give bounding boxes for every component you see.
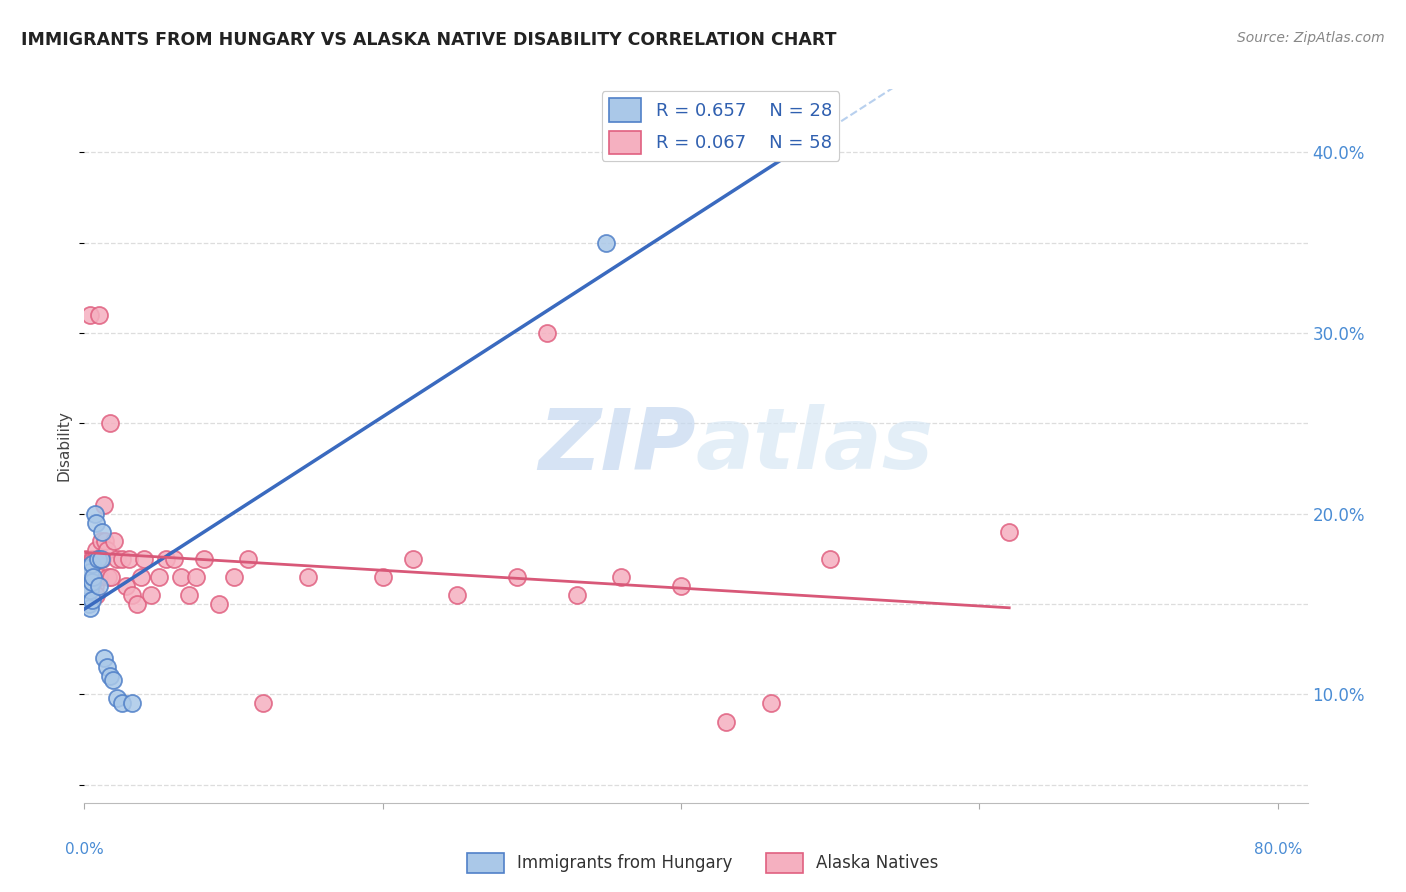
Point — [818, 552, 841, 566]
Legend: R = 0.657    N = 28, R = 0.067    N = 58: R = 0.657 N = 28, R = 0.067 N = 58 — [602, 91, 839, 161]
Point — [80, 558, 103, 572]
Point — [89, 308, 111, 322]
Point — [75, 561, 97, 575]
Point — [79, 565, 101, 579]
Point — [76, 561, 98, 575]
Point — [89, 579, 111, 593]
Point — [446, 588, 468, 602]
Y-axis label: Disability: Disability — [56, 410, 72, 482]
Point — [148, 570, 170, 584]
Point — [76, 570, 98, 584]
Point — [222, 570, 245, 584]
Text: atlas: atlas — [696, 404, 934, 488]
Point — [252, 697, 274, 711]
Point — [84, 542, 107, 557]
Point — [93, 498, 115, 512]
Point — [82, 552, 104, 566]
Point — [125, 597, 148, 611]
Text: 0.0%: 0.0% — [65, 842, 104, 856]
Point — [77, 579, 100, 593]
Point — [170, 570, 193, 584]
Point — [96, 660, 118, 674]
Point — [75, 552, 97, 566]
Point — [141, 588, 163, 602]
Point — [998, 524, 1021, 539]
Point — [103, 533, 125, 548]
Point — [297, 570, 319, 584]
Point — [111, 697, 134, 711]
Point — [84, 516, 107, 530]
Point — [669, 579, 692, 593]
Point — [401, 552, 423, 566]
Point — [565, 588, 588, 602]
Point — [80, 575, 103, 590]
Point — [536, 326, 558, 340]
Point — [94, 533, 117, 548]
Point — [595, 235, 617, 250]
Point — [207, 597, 229, 611]
Point — [91, 524, 114, 539]
Point — [371, 570, 394, 584]
Point — [193, 552, 215, 566]
Point — [87, 552, 110, 566]
Point — [80, 552, 103, 566]
Legend: Immigrants from Hungary, Alaska Natives: Immigrants from Hungary, Alaska Natives — [461, 847, 945, 880]
Point — [111, 552, 134, 566]
Point — [610, 570, 633, 584]
Point — [89, 570, 111, 584]
Point — [91, 552, 114, 566]
Point — [80, 593, 103, 607]
Point — [121, 588, 143, 602]
Point — [155, 552, 177, 566]
Point — [83, 579, 105, 593]
Point — [129, 570, 152, 584]
Point — [177, 588, 200, 602]
Point — [79, 582, 101, 597]
Point — [115, 579, 138, 593]
Point — [83, 552, 105, 566]
Point — [84, 588, 107, 602]
Point — [75, 579, 97, 593]
Point — [82, 570, 104, 584]
Point — [714, 714, 737, 729]
Point — [759, 697, 782, 711]
Point — [100, 570, 122, 584]
Point — [79, 308, 101, 322]
Point — [105, 691, 128, 706]
Point — [96, 542, 118, 557]
Point — [93, 651, 115, 665]
Point — [77, 570, 100, 584]
Point — [76, 588, 98, 602]
Point — [506, 570, 529, 584]
Point — [97, 570, 120, 584]
Point — [80, 579, 103, 593]
Point — [238, 552, 260, 566]
Text: 80.0%: 80.0% — [1254, 842, 1302, 856]
Point — [82, 570, 104, 584]
Point — [98, 669, 121, 683]
Point — [186, 570, 208, 584]
Point — [79, 579, 101, 593]
Text: ZIP: ZIP — [538, 404, 696, 488]
Point — [105, 552, 128, 566]
Point — [163, 552, 186, 566]
Point — [77, 597, 100, 611]
Point — [132, 552, 155, 566]
Text: Source: ZipAtlas.com: Source: ZipAtlas.com — [1237, 31, 1385, 45]
Point — [101, 673, 124, 687]
Point — [121, 697, 143, 711]
Point — [118, 552, 141, 566]
Point — [83, 507, 105, 521]
Text: IMMIGRANTS FROM HUNGARY VS ALASKA NATIVE DISABILITY CORRELATION CHART: IMMIGRANTS FROM HUNGARY VS ALASKA NATIVE… — [21, 31, 837, 49]
Point — [90, 552, 112, 566]
Point — [90, 533, 112, 548]
Point — [79, 600, 101, 615]
Point — [87, 552, 110, 566]
Point — [77, 561, 100, 575]
Point — [98, 417, 121, 431]
